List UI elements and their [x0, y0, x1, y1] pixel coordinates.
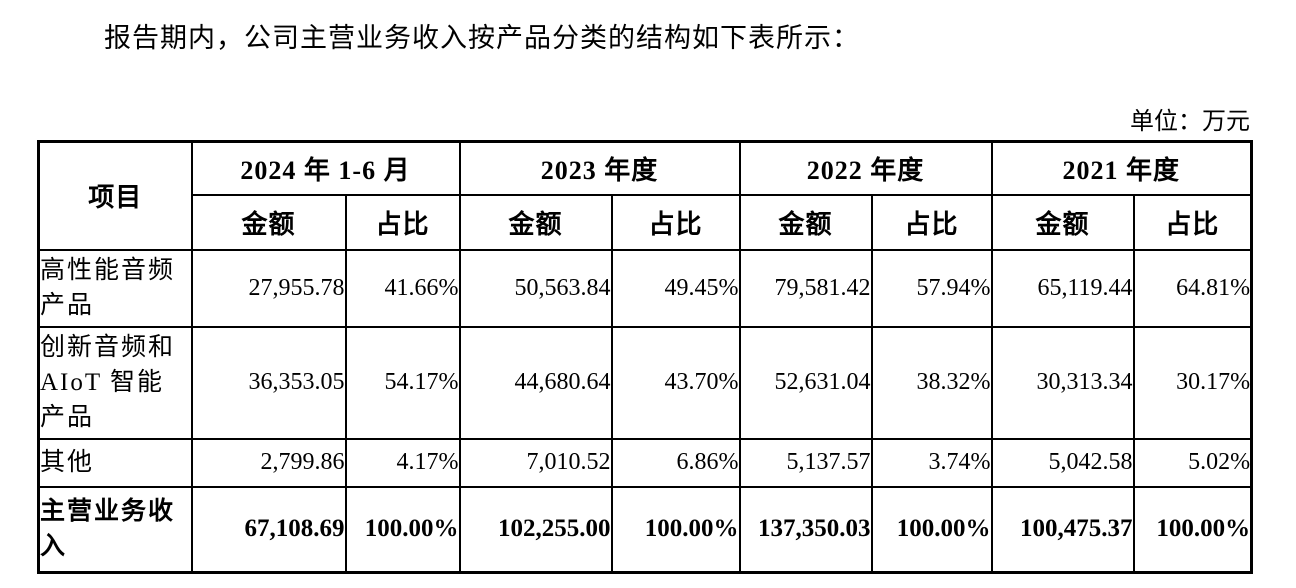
ratio-cell: 100.00% [344, 485, 461, 574]
period-header-2024h1: 2024 年 1-6 月 [190, 140, 461, 196]
ratio-cell: 64.81% [1132, 248, 1253, 328]
corner-header-item: 项目 [37, 140, 193, 251]
table-header-period-row: 项目 2024 年 1-6 月 2023 年度 2022 年度 2021 年度 [37, 140, 1253, 251]
row-label: 其他 [37, 437, 193, 488]
amount-cell: 44,680.64 [458, 325, 613, 440]
amount-cell: 36,353.05 [190, 325, 347, 440]
amount-cell: 137,350.03 [738, 485, 873, 574]
amount-cell: 100,475.37 [990, 485, 1135, 574]
amount-cell: 27,955.78 [190, 248, 347, 328]
ratio-header-2023: 占比 [610, 193, 741, 251]
ratio-cell: 57.94% [870, 248, 993, 328]
amount-cell: 50,563.84 [458, 248, 613, 328]
amount-cell: 7,010.52 [458, 437, 613, 488]
ratio-cell: 100.00% [870, 485, 993, 574]
ratio-header-2021: 占比 [1132, 193, 1253, 251]
amount-header-2023: 金额 [458, 193, 613, 251]
ratio-cell: 100.00% [610, 485, 741, 574]
revenue-by-product-table: 项目 2024 年 1-6 月 2023 年度 2022 年度 2021 年度 … [37, 140, 1254, 574]
ratio-cell: 41.66% [344, 248, 461, 328]
row-label: 高性能音频产品 [37, 248, 193, 328]
ratio-header-2022: 占比 [870, 193, 993, 251]
total-row-label: 主营业务收入 [37, 485, 193, 574]
period-header-2023: 2023 年度 [458, 140, 741, 196]
ratio-cell: 4.17% [344, 437, 461, 488]
ratio-header-2024h1: 占比 [344, 193, 461, 251]
ratio-cell: 43.70% [610, 325, 741, 440]
ratio-cell: 38.32% [870, 325, 993, 440]
amount-cell: 30,313.34 [990, 325, 1135, 440]
amount-header-2022: 金额 [738, 193, 873, 251]
ratio-cell: 30.17% [1132, 325, 1253, 440]
amount-cell: 5,042.58 [990, 437, 1135, 488]
amount-cell: 65,119.44 [990, 248, 1135, 328]
table-row-total-main-revenue: 主营业务收入 67,108.69 100.00% 102,255.00 100.… [37, 485, 1253, 574]
amount-header-2021: 金额 [990, 193, 1135, 251]
table-row-other: 其他 2,799.86 4.17% 7,010.52 6.86% 5,137.5… [37, 437, 1253, 488]
ratio-cell: 3.74% [870, 437, 993, 488]
table-row-innovative-audio-aiot: 创新音频和AIoT 智能产品 36,353.05 54.17% 44,680.6… [37, 325, 1253, 440]
table-header-sub-row: 金额 占比 金额 占比 金额 占比 金额 占比 [39, 193, 1253, 251]
amount-cell: 102,255.00 [458, 485, 613, 574]
table-row-high-performance-audio: 高性能音频产品 27,955.78 41.66% 50,563.84 49.45… [37, 248, 1253, 328]
ratio-cell: 6.86% [610, 437, 741, 488]
ratio-cell: 5.02% [1132, 437, 1253, 488]
amount-cell: 2,799.86 [190, 437, 347, 488]
period-header-2022: 2022 年度 [738, 140, 993, 196]
ratio-cell: 100.00% [1132, 485, 1253, 574]
amount-header-2024h1: 金额 [190, 193, 347, 251]
ratio-cell: 49.45% [610, 248, 741, 328]
unit-label: 单位：万元 [1130, 109, 1250, 135]
row-label: 创新音频和AIoT 智能产品 [37, 325, 193, 440]
amount-cell: 52,631.04 [738, 325, 873, 440]
amount-cell: 67,108.69 [190, 485, 347, 574]
amount-cell: 79,581.42 [738, 248, 873, 328]
amount-cell: 5,137.57 [738, 437, 873, 488]
period-header-2021: 2021 年度 [990, 140, 1253, 196]
ratio-cell: 54.17% [344, 325, 461, 440]
intro-paragraph: 报告期内，公司主营业务收入按产品分类的结构如下表所示： [104, 23, 860, 53]
